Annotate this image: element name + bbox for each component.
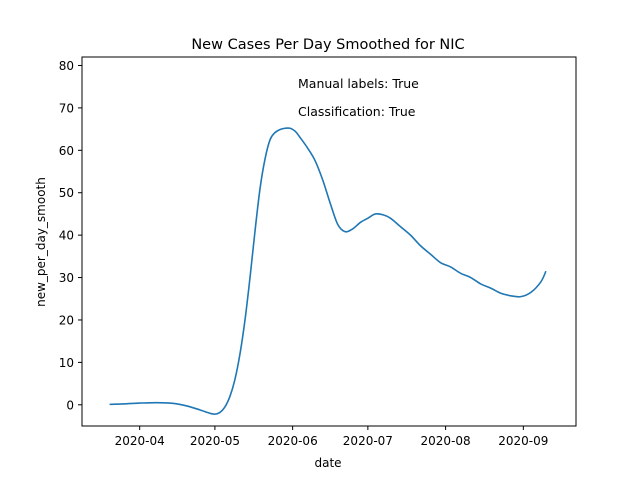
series-line xyxy=(109,127,547,415)
x-tick-label: 2020-07 xyxy=(343,434,393,448)
x-axis-title: date xyxy=(314,456,341,470)
x-axis: 2020-04 2020-05 2020-06 2020-07 2020-08 2020-… xyxy=(115,426,548,448)
y-axis-title: new_per_day_smooth xyxy=(34,177,48,307)
x-tick-label: 2020-08 xyxy=(421,434,471,448)
y-tick-label: 80 xyxy=(59,59,74,73)
y-tick-label: 60 xyxy=(59,144,74,158)
y-tick-label: 30 xyxy=(59,271,74,285)
y-tick-label: 40 xyxy=(59,229,74,243)
chart-title: New Cases Per Day Smoothed for NIC xyxy=(191,37,464,53)
y-tick-label: 20 xyxy=(59,313,74,327)
y-tick-label: 70 xyxy=(59,101,74,115)
x-tick-label: 2020-04 xyxy=(115,434,165,448)
plot-frame xyxy=(81,56,577,427)
annotation-classification: Classification: True xyxy=(298,104,416,119)
plot-line-layer xyxy=(109,127,547,415)
y-tick-label: 0 xyxy=(66,398,74,412)
y-tick-label: 10 xyxy=(59,356,74,370)
annotation-manual-labels: Manual labels: True xyxy=(298,76,419,91)
y-axis: 0 10 20 30 40 50 60 70 80 xyxy=(59,59,82,412)
x-tick-label: 2020-06 xyxy=(268,434,318,448)
x-tick-label: 2020-09 xyxy=(498,434,548,448)
x-tick-label: 2020-05 xyxy=(190,434,240,448)
y-tick-label: 50 xyxy=(59,186,74,200)
